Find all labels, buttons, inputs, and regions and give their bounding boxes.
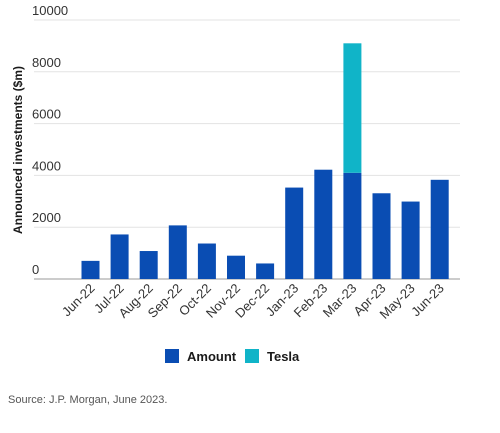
source-note: Source: J.P. Morgan, June 2023.	[8, 394, 168, 406]
legend-label-amount: Amount	[187, 349, 237, 364]
legend: Amount Tesla	[165, 349, 300, 364]
bar-amount	[81, 260, 100, 279]
y-tick-label: 4000	[32, 158, 61, 173]
bar-amount	[314, 169, 333, 279]
bar-amount	[343, 172, 362, 279]
y-tick-label: 10000	[32, 3, 68, 18]
x-axis-ticks: Jun-22Jul-22Aug-22Sep-22Oct-22Nov-22Dec-…	[59, 281, 447, 322]
y-tick-label: 6000	[32, 107, 61, 122]
y-tick-label: 0	[32, 262, 39, 277]
legend-swatch-tesla	[245, 349, 259, 363]
bar-amount	[372, 193, 391, 279]
x-tick-label: Jun-22	[59, 281, 98, 320]
bars	[81, 43, 449, 279]
y-tick-label: 8000	[32, 55, 61, 70]
y-axis-ticks: 0 2000 4000 6000 8000 10000	[32, 3, 68, 277]
bar-amount	[168, 225, 187, 279]
bar-amount	[430, 179, 449, 279]
bar-amount	[256, 263, 275, 279]
bar-amount	[197, 243, 216, 279]
y-tick-label: 2000	[32, 210, 61, 225]
bar-amount	[401, 201, 420, 279]
bar-tesla	[343, 43, 362, 173]
bar-amount	[227, 255, 245, 279]
legend-swatch-amount	[165, 349, 179, 363]
y-axis-label: Announced investments ($m)	[11, 66, 25, 234]
bar-amount	[139, 251, 158, 279]
bar-amount	[110, 234, 129, 279]
bar-amount	[285, 187, 304, 279]
x-tick-label: Jun-23	[408, 281, 447, 320]
bar-chart: 0 2000 4000 6000 8000 10000 Jun-22Jul-22Aug-2…	[11, 3, 460, 364]
gridlines	[34, 19, 460, 280]
legend-label-tesla: Tesla	[267, 349, 300, 364]
